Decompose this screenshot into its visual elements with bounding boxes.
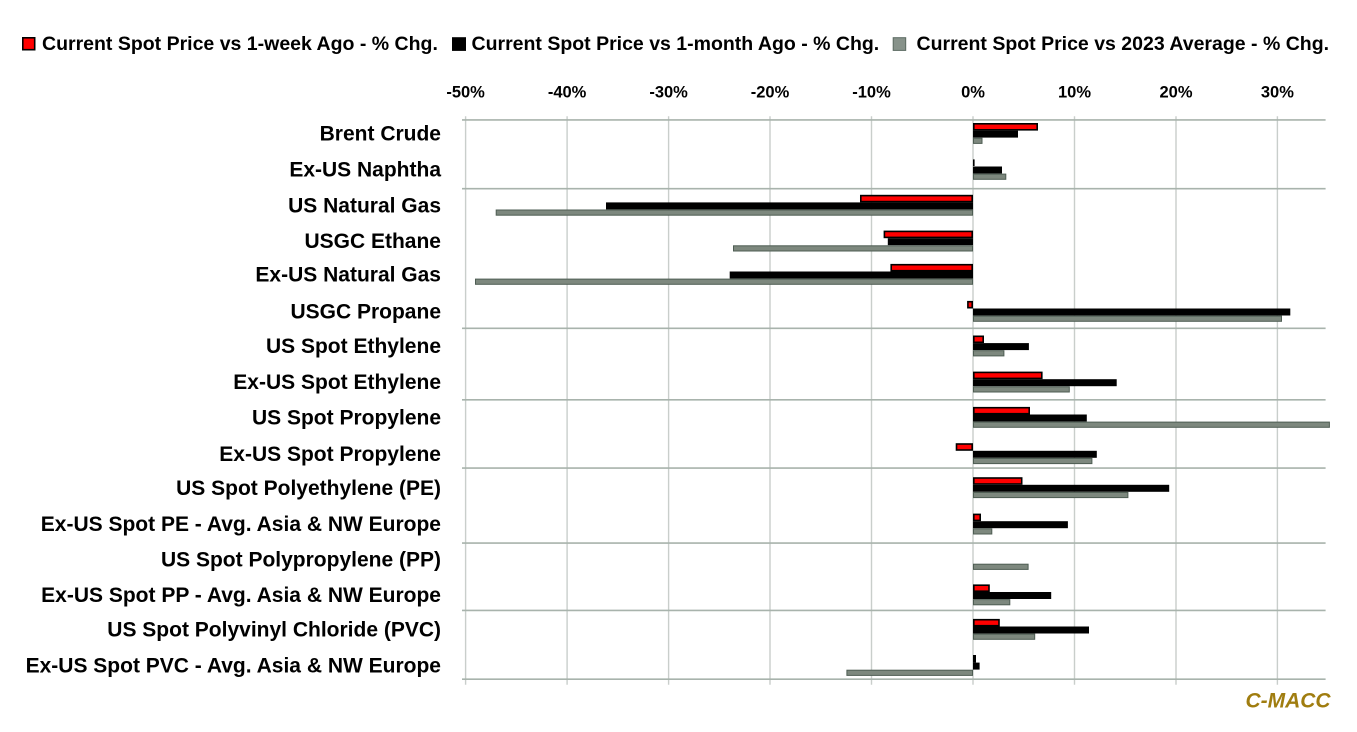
- svg-text:-10%: -10%: [852, 84, 891, 102]
- svg-text:10%: 10%: [1058, 84, 1091, 102]
- svg-text:Ex-US Spot PE - Avg. Asia & NW: Ex-US Spot PE - Avg. Asia & NW Europe: [41, 513, 441, 536]
- svg-text:Current Spot Price vs 2023 Ave: Current Spot Price vs 2023 Average - % C…: [917, 33, 1330, 55]
- svg-text:US Spot Polypropylene (PP): US Spot Polypropylene (PP): [161, 549, 441, 572]
- svg-text:US Spot Propylene: US Spot Propylene: [252, 407, 441, 430]
- svg-text:USGC Propane: USGC Propane: [290, 301, 441, 324]
- svg-text:Ex-US Spot PVC - Avg. Asia & N: Ex-US Spot PVC - Avg. Asia & NW Europe: [26, 655, 441, 678]
- svg-text:Current Spot Price vs 1-week A: Current Spot Price vs 1-week Ago - % Chg…: [42, 33, 438, 55]
- svg-text:-40%: -40%: [548, 84, 587, 102]
- svg-text:0%: 0%: [961, 84, 985, 102]
- svg-text:US Natural Gas: US Natural Gas: [288, 194, 441, 217]
- svg-text:30%: 30%: [1261, 84, 1294, 102]
- svg-text:Ex-US Naphtha: Ex-US Naphtha: [289, 159, 441, 182]
- svg-text:USGC Ethane: USGC Ethane: [304, 230, 441, 253]
- svg-text:Ex-US Spot Ethylene: Ex-US Spot Ethylene: [233, 371, 441, 394]
- svg-text:-50%: -50%: [446, 84, 485, 102]
- svg-text:Brent Crude: Brent Crude: [320, 123, 441, 146]
- svg-text:Current Spot Price vs 1-month: Current Spot Price vs 1-month Ago - % Ch…: [472, 33, 880, 55]
- svg-text:US Spot Polyvinyl Chloride (PV: US Spot Polyvinyl Chloride (PVC): [107, 619, 441, 642]
- svg-text:-20%: -20%: [751, 84, 790, 102]
- svg-text:20%: 20%: [1159, 84, 1192, 102]
- svg-text:C-MACC: C-MACC: [1245, 690, 1331, 713]
- svg-text:Ex-US Spot PP - Avg. Asia & NW: Ex-US Spot PP - Avg. Asia & NW Europe: [41, 584, 441, 607]
- svg-text:US Spot Ethylene: US Spot Ethylene: [266, 335, 441, 358]
- svg-text:-30%: -30%: [649, 84, 688, 102]
- svg-text:Ex-US Spot Propylene: Ex-US Spot Propylene: [219, 443, 441, 466]
- svg-text:US Spot Polyethylene (PE): US Spot Polyethylene (PE): [176, 477, 441, 500]
- svg-text:Ex-US Natural Gas: Ex-US Natural Gas: [255, 264, 441, 287]
